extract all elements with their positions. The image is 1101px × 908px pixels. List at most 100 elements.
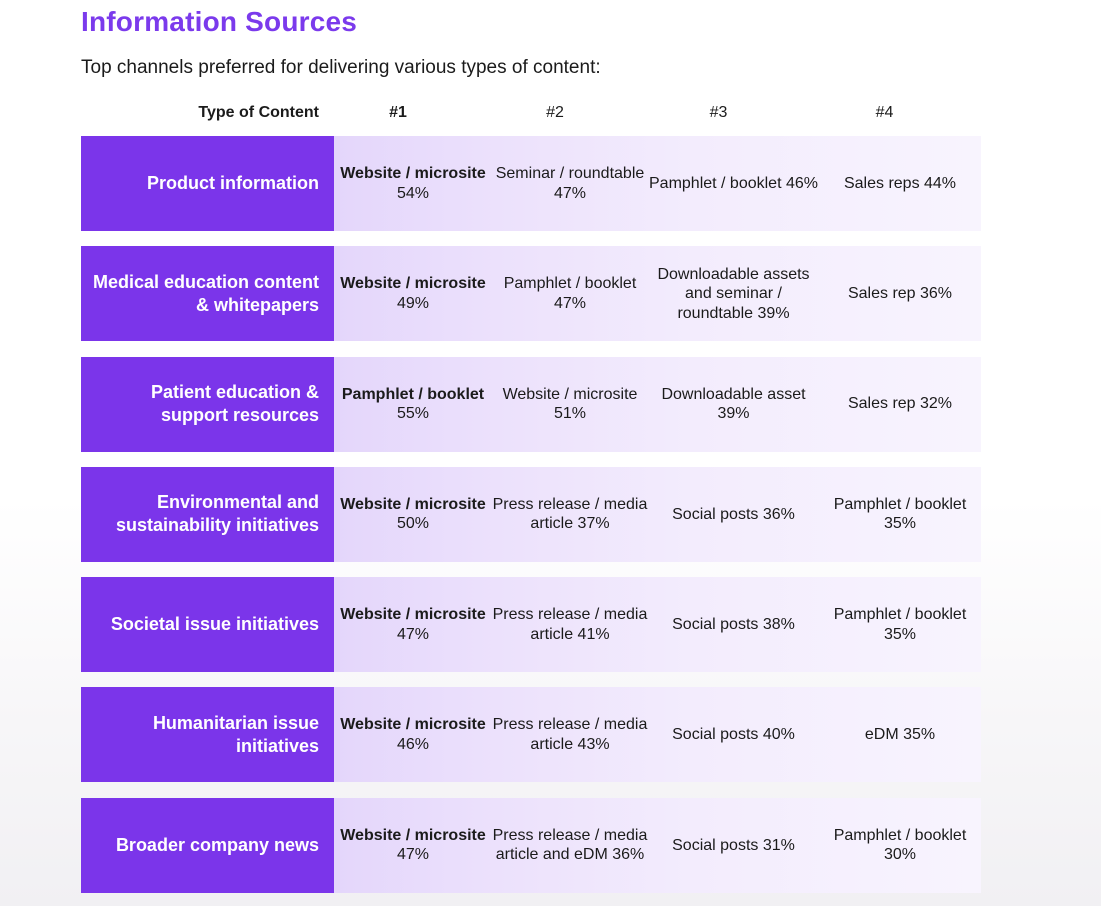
cell-rank-1-channel: Pamphlet / booklet xyxy=(341,385,485,403)
cell-rank-2: Press release / media article and eDM 36… xyxy=(492,798,648,893)
cell-rank-4: Pamphlet / booklet 30% xyxy=(819,798,981,893)
cell-rank-4-text: Pamphlet / booklet 35% xyxy=(833,606,967,643)
cell-rank-2-text: Pamphlet / booklet 47% xyxy=(503,275,637,312)
cell-rank-4-text: Pamphlet / booklet 30% xyxy=(833,826,967,864)
cell-rank-1-content: Website / microsite 47% xyxy=(340,605,486,644)
cell-rank-1-channel: Website / microsite xyxy=(340,826,486,844)
cell-rank-3: Social posts 36% xyxy=(648,467,819,562)
cell-rank-4: Sales reps 44% xyxy=(819,136,981,231)
cell-rank-1-content: Website / microsite 47% xyxy=(340,826,486,865)
page-subtitle: Top channels preferred for delivering va… xyxy=(81,57,601,78)
cell-rank-1-percent: 47% xyxy=(396,625,430,643)
row-label: Product information xyxy=(81,136,334,231)
row-label: Broader company news xyxy=(81,797,334,893)
row-label-text: Societal issue initiatives xyxy=(110,614,319,635)
table-row: Broader company news Website / microsite… xyxy=(81,797,981,893)
cell-rank-1: Website / microsite 49% xyxy=(334,246,492,341)
cell-rank-1: Website / microsite 50% xyxy=(334,467,492,562)
row-label: Patient education & support resources xyxy=(81,356,334,452)
cell-rank-1-content: Website / microsite 50% xyxy=(340,495,486,534)
cell-rank-2-text: Press release / media article and eDM 36… xyxy=(492,826,648,864)
row-label-text: Product information xyxy=(147,173,319,193)
cell-rank-3-text: Pamphlet / booklet 46% xyxy=(649,174,818,192)
table-header: Type of Content #1 #2 #3 #4 xyxy=(81,101,981,127)
cell-rank-2: Seminar / roundtable 47% xyxy=(492,136,648,231)
page-title: Information Sources xyxy=(81,6,358,37)
cell-rank-3-text: Downloadable assets and seminar / roundt… xyxy=(657,265,810,322)
cell-rank-1-percent: 49% xyxy=(396,294,430,312)
cell-rank-1-percent: 54% xyxy=(396,184,430,202)
cell-rank-3: Downloadable assets and seminar / roundt… xyxy=(648,246,819,341)
cell-rank-4: Sales rep 36% xyxy=(819,246,981,341)
row-label-text: Broader company news xyxy=(115,834,319,855)
row-label: Societal issue initiatives xyxy=(81,577,334,673)
header-type-of-content: Type of Content xyxy=(198,104,319,121)
header-rank-2: #2 xyxy=(546,104,564,121)
table-row: Medical education content & whitepapers … xyxy=(81,246,981,342)
cell-rank-1-percent: 50% xyxy=(396,515,430,533)
cell-rank-3: Social posts 31% xyxy=(648,798,819,893)
row-cells: Website / microsite 47% Press release / m… xyxy=(334,797,981,893)
cell-rank-2-text: Website / microsite 51% xyxy=(502,385,638,423)
cell-rank-3-text: Social posts 38% xyxy=(672,615,795,633)
cell-rank-3: Downloadable asset 39% xyxy=(648,357,819,452)
cell-rank-1-content: Website / microsite 46% xyxy=(340,715,486,754)
cell-rank-1-channel: Website / microsite xyxy=(340,165,486,182)
cell-rank-3-text: Social posts 31% xyxy=(672,836,795,854)
row-label-text: Humanitarian issue initiatives xyxy=(152,712,319,756)
cell-rank-1-channel: Website / microsite xyxy=(340,495,486,513)
row-cells: Website / microsite 49% Pamphlet / bookle… xyxy=(334,246,981,342)
cell-rank-4: Pamphlet / booklet 35% xyxy=(819,577,981,672)
table-row: Humanitarian issue initiatives Website /… xyxy=(81,687,981,783)
cell-rank-3: Social posts 40% xyxy=(648,687,819,782)
cell-rank-1-percent: 46% xyxy=(396,735,430,753)
row-label-text: Patient education & support resources xyxy=(150,382,319,426)
row-cells: Pamphlet / booklet 55% Website / microsit… xyxy=(334,356,981,452)
cell-rank-3-text: Social posts 36% xyxy=(672,505,795,523)
cell-rank-1-content: Website / microsite 54% xyxy=(340,164,486,203)
cell-rank-4-text: Sales reps 44% xyxy=(843,174,957,192)
cell-rank-1: Website / microsite 46% xyxy=(334,687,492,782)
row-label: Humanitarian issue initiatives xyxy=(81,687,334,783)
cell-rank-2-text: Seminar / roundtable 47% xyxy=(495,165,645,202)
cell-rank-3-text: Downloadable asset 39% xyxy=(661,385,806,423)
row-label: Environmental and sustainability initiat… xyxy=(81,466,334,562)
cell-rank-2-text: Press release / media article 43% xyxy=(492,716,648,753)
row-cells: Website / microsite 54% Seminar / roundta… xyxy=(334,136,981,231)
cell-rank-4: eDM 35% xyxy=(819,687,981,782)
content-table: Product information Website / microsite 5… xyxy=(81,136,981,908)
cell-rank-2: Website / microsite 51% xyxy=(492,357,648,452)
cell-rank-2: Pamphlet / booklet 47% xyxy=(492,246,648,341)
cell-rank-1-percent: 55% xyxy=(396,405,430,423)
header-rank-3: #3 xyxy=(709,104,728,121)
table-row: Patient education & support resources Pa… xyxy=(81,356,981,452)
cell-rank-2-text: Press release / media article 37% xyxy=(492,495,648,533)
cell-rank-1: Website / microsite 47% xyxy=(334,798,492,893)
row-label-text: Environmental and sustainability initiat… xyxy=(115,492,319,536)
table-row: Environmental and sustainability initiat… xyxy=(81,466,981,562)
cell-rank-4-text: Pamphlet / booklet 35% xyxy=(833,495,967,533)
cell-rank-2: Press release / media article 37% xyxy=(492,467,648,562)
cell-rank-3: Pamphlet / booklet 46% xyxy=(648,136,819,231)
cell-rank-2-text: Press release / media article 41% xyxy=(492,606,648,643)
header-rank-1: #1 xyxy=(389,104,407,121)
table-row: Societal issue initiatives Website / mic… xyxy=(81,577,981,673)
cell-rank-1: Pamphlet / booklet 55% xyxy=(334,357,492,452)
cell-rank-2: Press release / media article 41% xyxy=(492,577,648,672)
row-label-text: Medical education content & whitepapers xyxy=(92,271,319,315)
cell-rank-4: Pamphlet / booklet 35% xyxy=(819,467,981,562)
cell-rank-1-channel: Website / microsite xyxy=(340,275,486,293)
cell-rank-1-content: Pamphlet / booklet 55% xyxy=(342,385,484,424)
cell-rank-1-channel: Website / microsite xyxy=(340,606,486,624)
cell-rank-3-text: Social posts 40% xyxy=(672,726,795,744)
row-label: Medical education content & whitepapers xyxy=(81,246,334,342)
row-cells: Website / microsite 47% Press release / m… xyxy=(334,577,981,673)
cell-rank-1-channel: Website / microsite xyxy=(340,716,486,734)
cell-rank-3: Social posts 38% xyxy=(648,577,819,672)
row-cells: Website / microsite 50% Press release / m… xyxy=(334,466,981,562)
header-rank-4: #4 xyxy=(875,104,894,121)
cell-rank-1: Website / microsite 54% xyxy=(334,136,492,231)
cell-rank-4-text: Sales rep 32% xyxy=(847,395,953,413)
cell-rank-4-text: eDM 35% xyxy=(864,726,936,744)
cell-rank-4: Sales rep 32% xyxy=(819,357,981,452)
